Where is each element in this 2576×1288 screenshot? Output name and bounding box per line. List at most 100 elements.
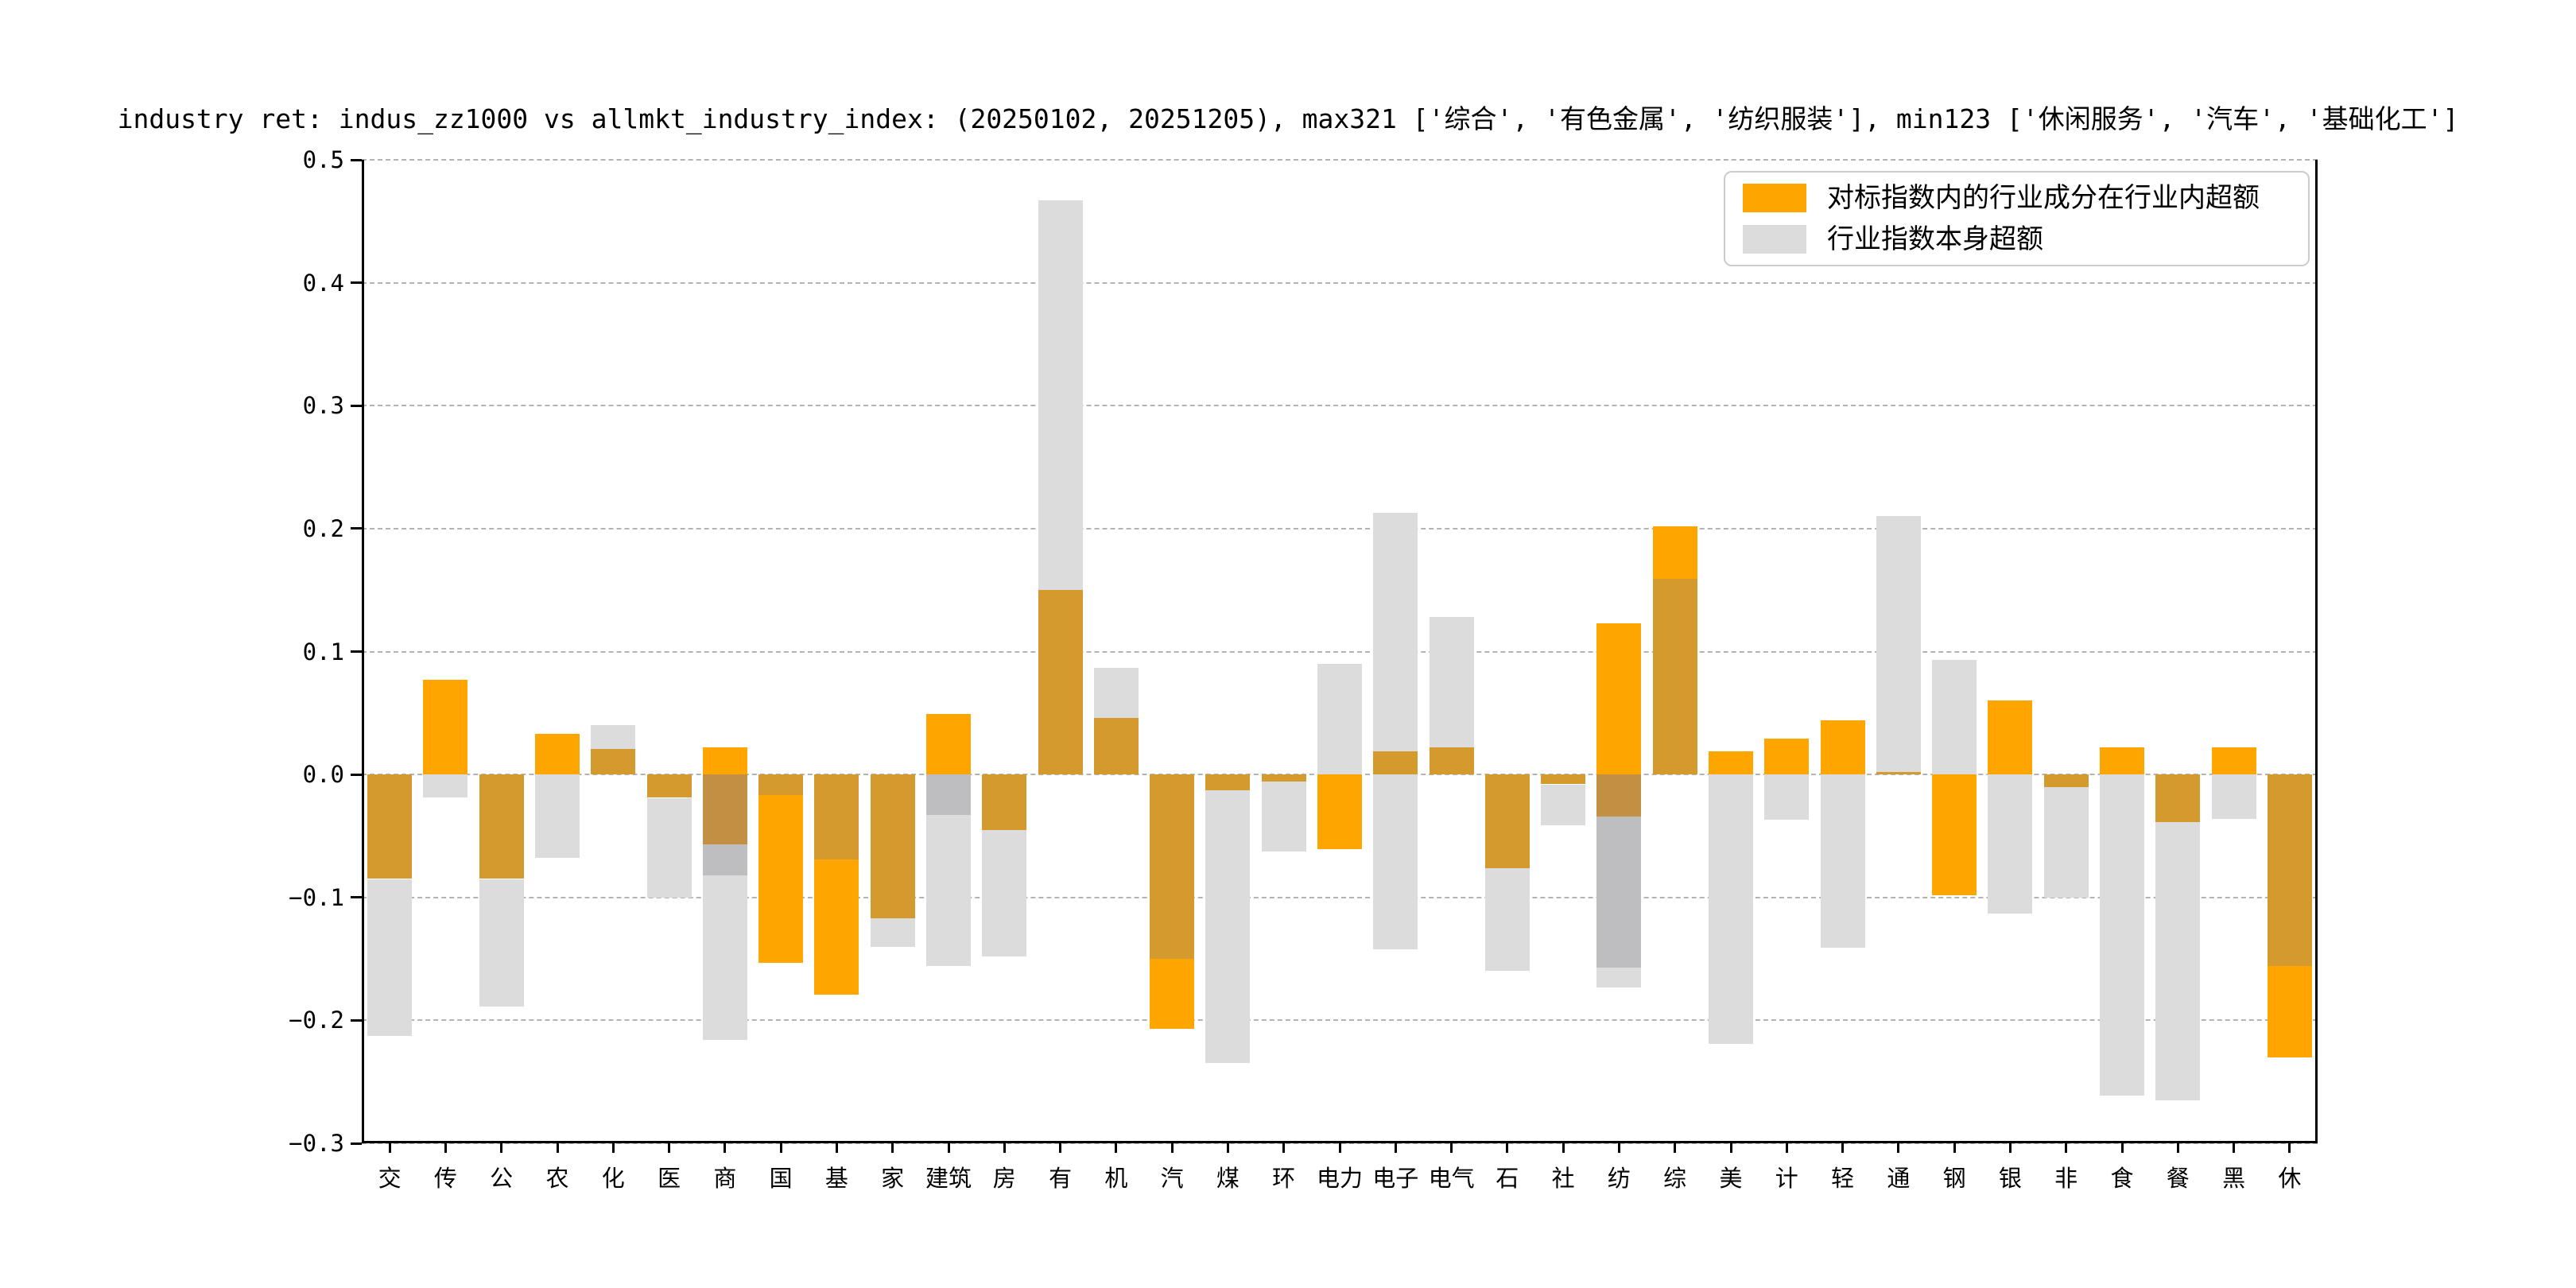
x-tick-mark: [2233, 1143, 2236, 1153]
bar-segment-基: [814, 774, 859, 859]
y-tick-mark: [351, 650, 362, 653]
bar-segment-化: [591, 748, 636, 775]
bar-segment-环: [1261, 782, 1306, 852]
bar-segment-国: [758, 774, 804, 796]
bar-segment-建筑: [926, 815, 971, 967]
gridline: [362, 281, 2318, 284]
x-tick-mark: [1729, 1143, 1732, 1153]
bar-segment-石: [1484, 867, 1530, 972]
x-tick-mark: [2008, 1143, 2012, 1153]
x-axis-tick-label: 石: [1496, 1165, 1519, 1192]
bar-segment-休: [2267, 966, 2312, 1057]
x-axis-tick-label: 建筑: [925, 1165, 972, 1192]
x-axis-tick-label: 休: [2278, 1165, 2302, 1192]
x-tick-mark: [1226, 1143, 1229, 1153]
bar-segment-家: [870, 774, 915, 918]
x-tick-mark: [1674, 1143, 1677, 1153]
x-tick-mark: [444, 1143, 447, 1153]
bar-segment-非: [2043, 774, 2089, 787]
bar-segment-纺: [1596, 967, 1642, 987]
legend-item-industry-index-excess: 行业指数本身超额: [1743, 223, 2308, 255]
bar-segment-建筑: [926, 714, 971, 775]
bar-segment-房: [982, 774, 1027, 830]
x-axis-tick-label: 食: [2110, 1165, 2134, 1192]
bar-segment-国: [758, 795, 804, 963]
x-tick-mark: [668, 1143, 671, 1153]
bar-segment-家: [870, 918, 915, 947]
x-axis-tick-label: 传: [433, 1165, 457, 1192]
bar-segment-美: [1709, 774, 1753, 1044]
x-axis-tick-label: 公: [490, 1165, 514, 1192]
legend-item-component-excess: 对标指数内的行业成分在行业内超额: [1743, 182, 2308, 214]
bar-segment-交: [367, 879, 413, 1037]
bar-segment-电力: [1317, 774, 1362, 850]
x-tick-mark: [1506, 1143, 1509, 1153]
x-axis-tick-label: 餐: [2166, 1165, 2190, 1192]
bar-segment-煤: [1205, 774, 1251, 791]
x-tick-mark: [1282, 1143, 1286, 1153]
x-axis-tick-label: 综: [1663, 1165, 1687, 1192]
y-tick-mark: [351, 1142, 362, 1145]
bar-segment-商: [702, 875, 747, 1041]
gridline: [362, 405, 2318, 407]
x-tick-mark: [500, 1143, 503, 1153]
bar-segment-公: [479, 774, 524, 879]
bar-segment-机: [1093, 667, 1139, 718]
bar-segment-餐: [2155, 822, 2201, 1100]
gridline: [362, 650, 2318, 653]
y-axis-tick-label: 0.2: [302, 514, 344, 542]
x-axis-tick-label: 电气: [1428, 1165, 1475, 1192]
legend: 对标指数内的行业成分在行业内超额 行业指数本身超额: [1724, 171, 2310, 266]
x-axis-tick-label: 美: [1719, 1165, 1743, 1192]
x-tick-mark: [1170, 1143, 1174, 1153]
y-axis-tick-label: 0.3: [302, 392, 344, 420]
legend-label: 行业指数本身超额: [1827, 223, 2043, 255]
y-axis-tick-label: 0.1: [302, 638, 344, 665]
bar-segment-钢: [1932, 660, 1977, 775]
x-axis-tick-label: 钢: [1942, 1165, 1966, 1192]
bar-segment-商: [702, 774, 747, 845]
bar-segment-基: [814, 859, 859, 995]
gridline: [362, 159, 2318, 161]
bar-segment-电子: [1373, 774, 1418, 949]
bar-segment-传: [423, 680, 468, 775]
bar-segment-纺: [1596, 623, 1642, 775]
bar-segment-非: [2043, 786, 2089, 898]
x-axis-tick-label: 纺: [1607, 1165, 1631, 1192]
x-tick-mark: [556, 1143, 559, 1153]
x-tick-mark: [891, 1143, 894, 1153]
x-axis-tick-label: 国: [769, 1165, 793, 1192]
y-tick-mark: [351, 404, 362, 407]
bar-segment-商: [702, 844, 747, 875]
x-axis-tick-label: 有: [1049, 1165, 1073, 1192]
x-tick-mark: [2176, 1143, 2179, 1153]
bar-segment-美: [1709, 751, 1753, 775]
bar-segment-综: [1652, 579, 1697, 775]
bar-segment-煤: [1205, 790, 1251, 1064]
x-axis-tick-label: 黑: [2222, 1165, 2246, 1192]
bar-segment-钢: [1932, 774, 1977, 895]
bar-segment-社: [1541, 784, 1586, 825]
x-axis-tick-label: 电力: [1316, 1165, 1363, 1192]
bar-segment-石: [1484, 774, 1530, 868]
x-tick-mark: [1562, 1143, 1565, 1153]
bar-segment-社: [1541, 774, 1586, 785]
bar-segment-电子: [1373, 512, 1418, 751]
x-axis-tick-label: 轻: [1831, 1165, 1855, 1192]
x-axis-tick-label: 农: [545, 1165, 569, 1192]
x-tick-mark: [2288, 1143, 2291, 1153]
x-tick-mark: [835, 1143, 838, 1153]
bar-segment-餐: [2155, 774, 2201, 823]
bar-segment-纺: [1596, 774, 1642, 817]
x-axis-tick-label: 银: [1998, 1165, 2022, 1192]
x-tick-mark: [779, 1143, 782, 1153]
x-axis-tick-label: 计: [1775, 1165, 1798, 1192]
legend-label: 对标指数内的行业成分在行业内超额: [1827, 182, 2260, 214]
bar-segment-计: [1764, 774, 1810, 821]
x-axis-tick-label: 家: [881, 1165, 905, 1192]
x-axis-tick-label: 房: [992, 1165, 1016, 1192]
y-axis-tick-label: −0.2: [289, 1007, 344, 1034]
bar-segment-农: [535, 734, 580, 775]
x-tick-mark: [1617, 1143, 1620, 1153]
